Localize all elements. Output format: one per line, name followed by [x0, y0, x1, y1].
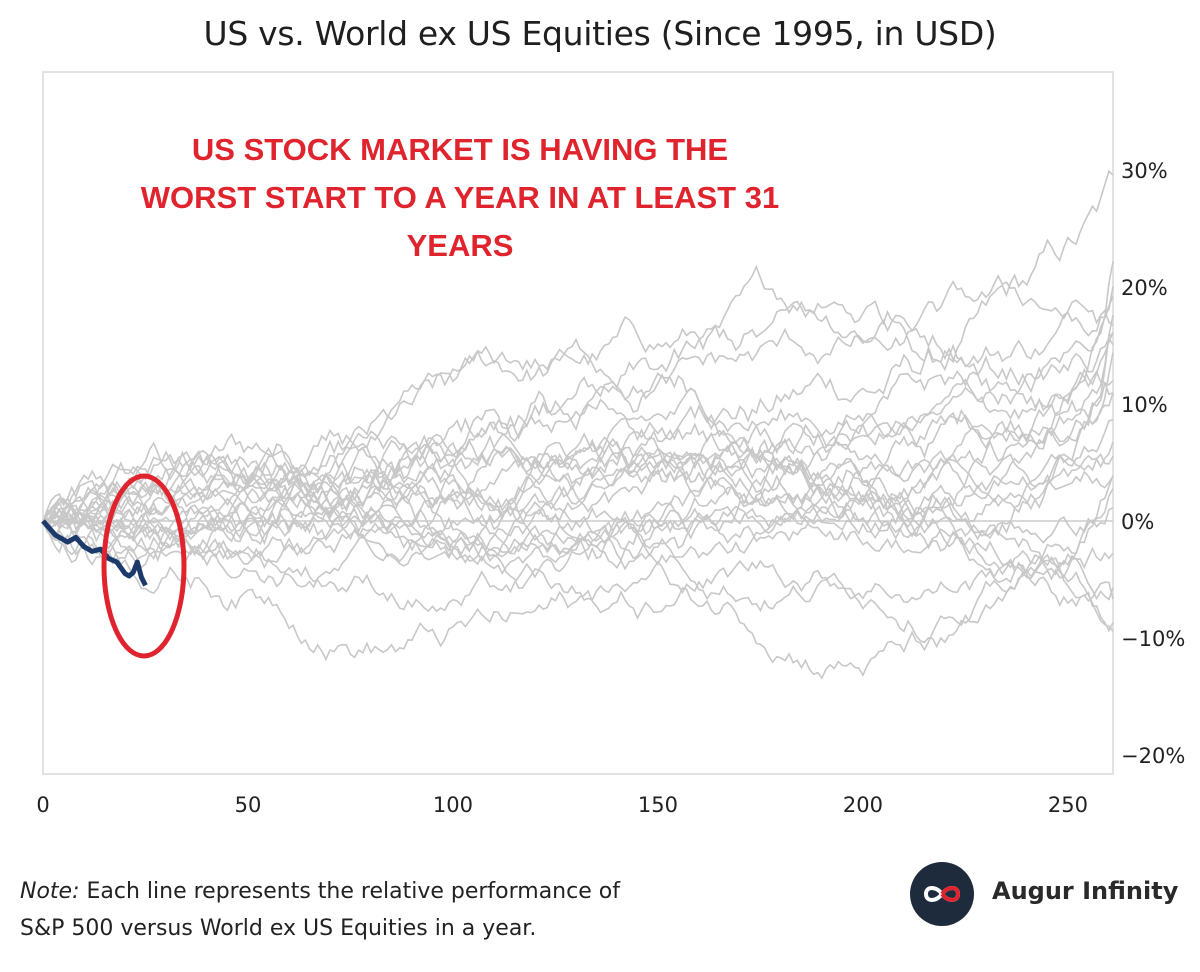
footnote: Note: Each line represents the relative … — [20, 873, 620, 947]
line-chart: 0 50 100 150 200 250 30% 20% 10% 0% −10% −20% US S… — [36, 71, 1185, 817]
background-series-line — [42, 314, 1114, 569]
background-series-line — [42, 169, 1114, 527]
background-series-line — [42, 435, 1114, 562]
background-series-line — [42, 274, 1114, 525]
x-tick-label: 0 — [36, 793, 49, 817]
background-series-line — [42, 299, 1114, 531]
x-tick-label: 250 — [1048, 793, 1088, 817]
highlight-circle — [101, 473, 187, 659]
background-series-group — [42, 169, 1114, 680]
x-tick-label: 200 — [843, 793, 883, 817]
highlight-series-group — [41, 519, 148, 587]
y-tick-label: 0% — [1121, 510, 1154, 534]
x-tick-label: 150 — [638, 793, 678, 817]
chart-title: US vs. World ex US Equities (Since 1995,… — [203, 14, 997, 53]
background-series-line — [42, 264, 1114, 545]
x-tick-label: 100 — [433, 793, 473, 817]
background-series-line — [42, 430, 1114, 608]
background-series-line — [42, 369, 1114, 535]
x-tick-label: 50 — [235, 793, 262, 817]
y-tick-label: −20% — [1121, 744, 1185, 768]
y-tick-label: 10% — [1121, 393, 1168, 417]
annotation-line-3: YEARS — [407, 228, 514, 263]
background-series-line — [42, 440, 1114, 539]
brand-name: Augur Infinity — [992, 877, 1179, 905]
annotation-line-1: US STOCK MARKET IS HAVING THE — [192, 132, 728, 167]
note-text-2: S&P 500 versus World ex US Equities in a… — [20, 916, 537, 941]
y-tick-label: 30% — [1121, 159, 1168, 183]
highlight-series-line — [41, 519, 148, 587]
plot-frame — [42, 71, 1114, 775]
x-axis-ticks: 0 50 100 150 200 250 — [36, 793, 1088, 817]
background-series-line — [42, 444, 1114, 633]
note-label: Note: — [20, 879, 80, 904]
background-series-line — [42, 441, 1114, 540]
infinity-icon — [910, 862, 974, 926]
y-tick-label: 20% — [1121, 276, 1168, 300]
y-tick-label: −10% — [1121, 627, 1185, 651]
note-text: Each line represents the relative perfor… — [86, 879, 620, 904]
background-series-line — [42, 475, 1114, 649]
background-series-line — [42, 520, 1114, 680]
y-axis-ticks: 30% 20% 10% 0% −10% −20% — [1121, 159, 1185, 768]
background-series-line — [42, 419, 1114, 589]
background-series-line — [42, 504, 1114, 564]
background-series-line — [42, 332, 1114, 556]
annotation-line-2: WORST START TO A YEAR IN AT LEAST 31 — [141, 180, 779, 215]
background-series-line — [42, 506, 1114, 632]
